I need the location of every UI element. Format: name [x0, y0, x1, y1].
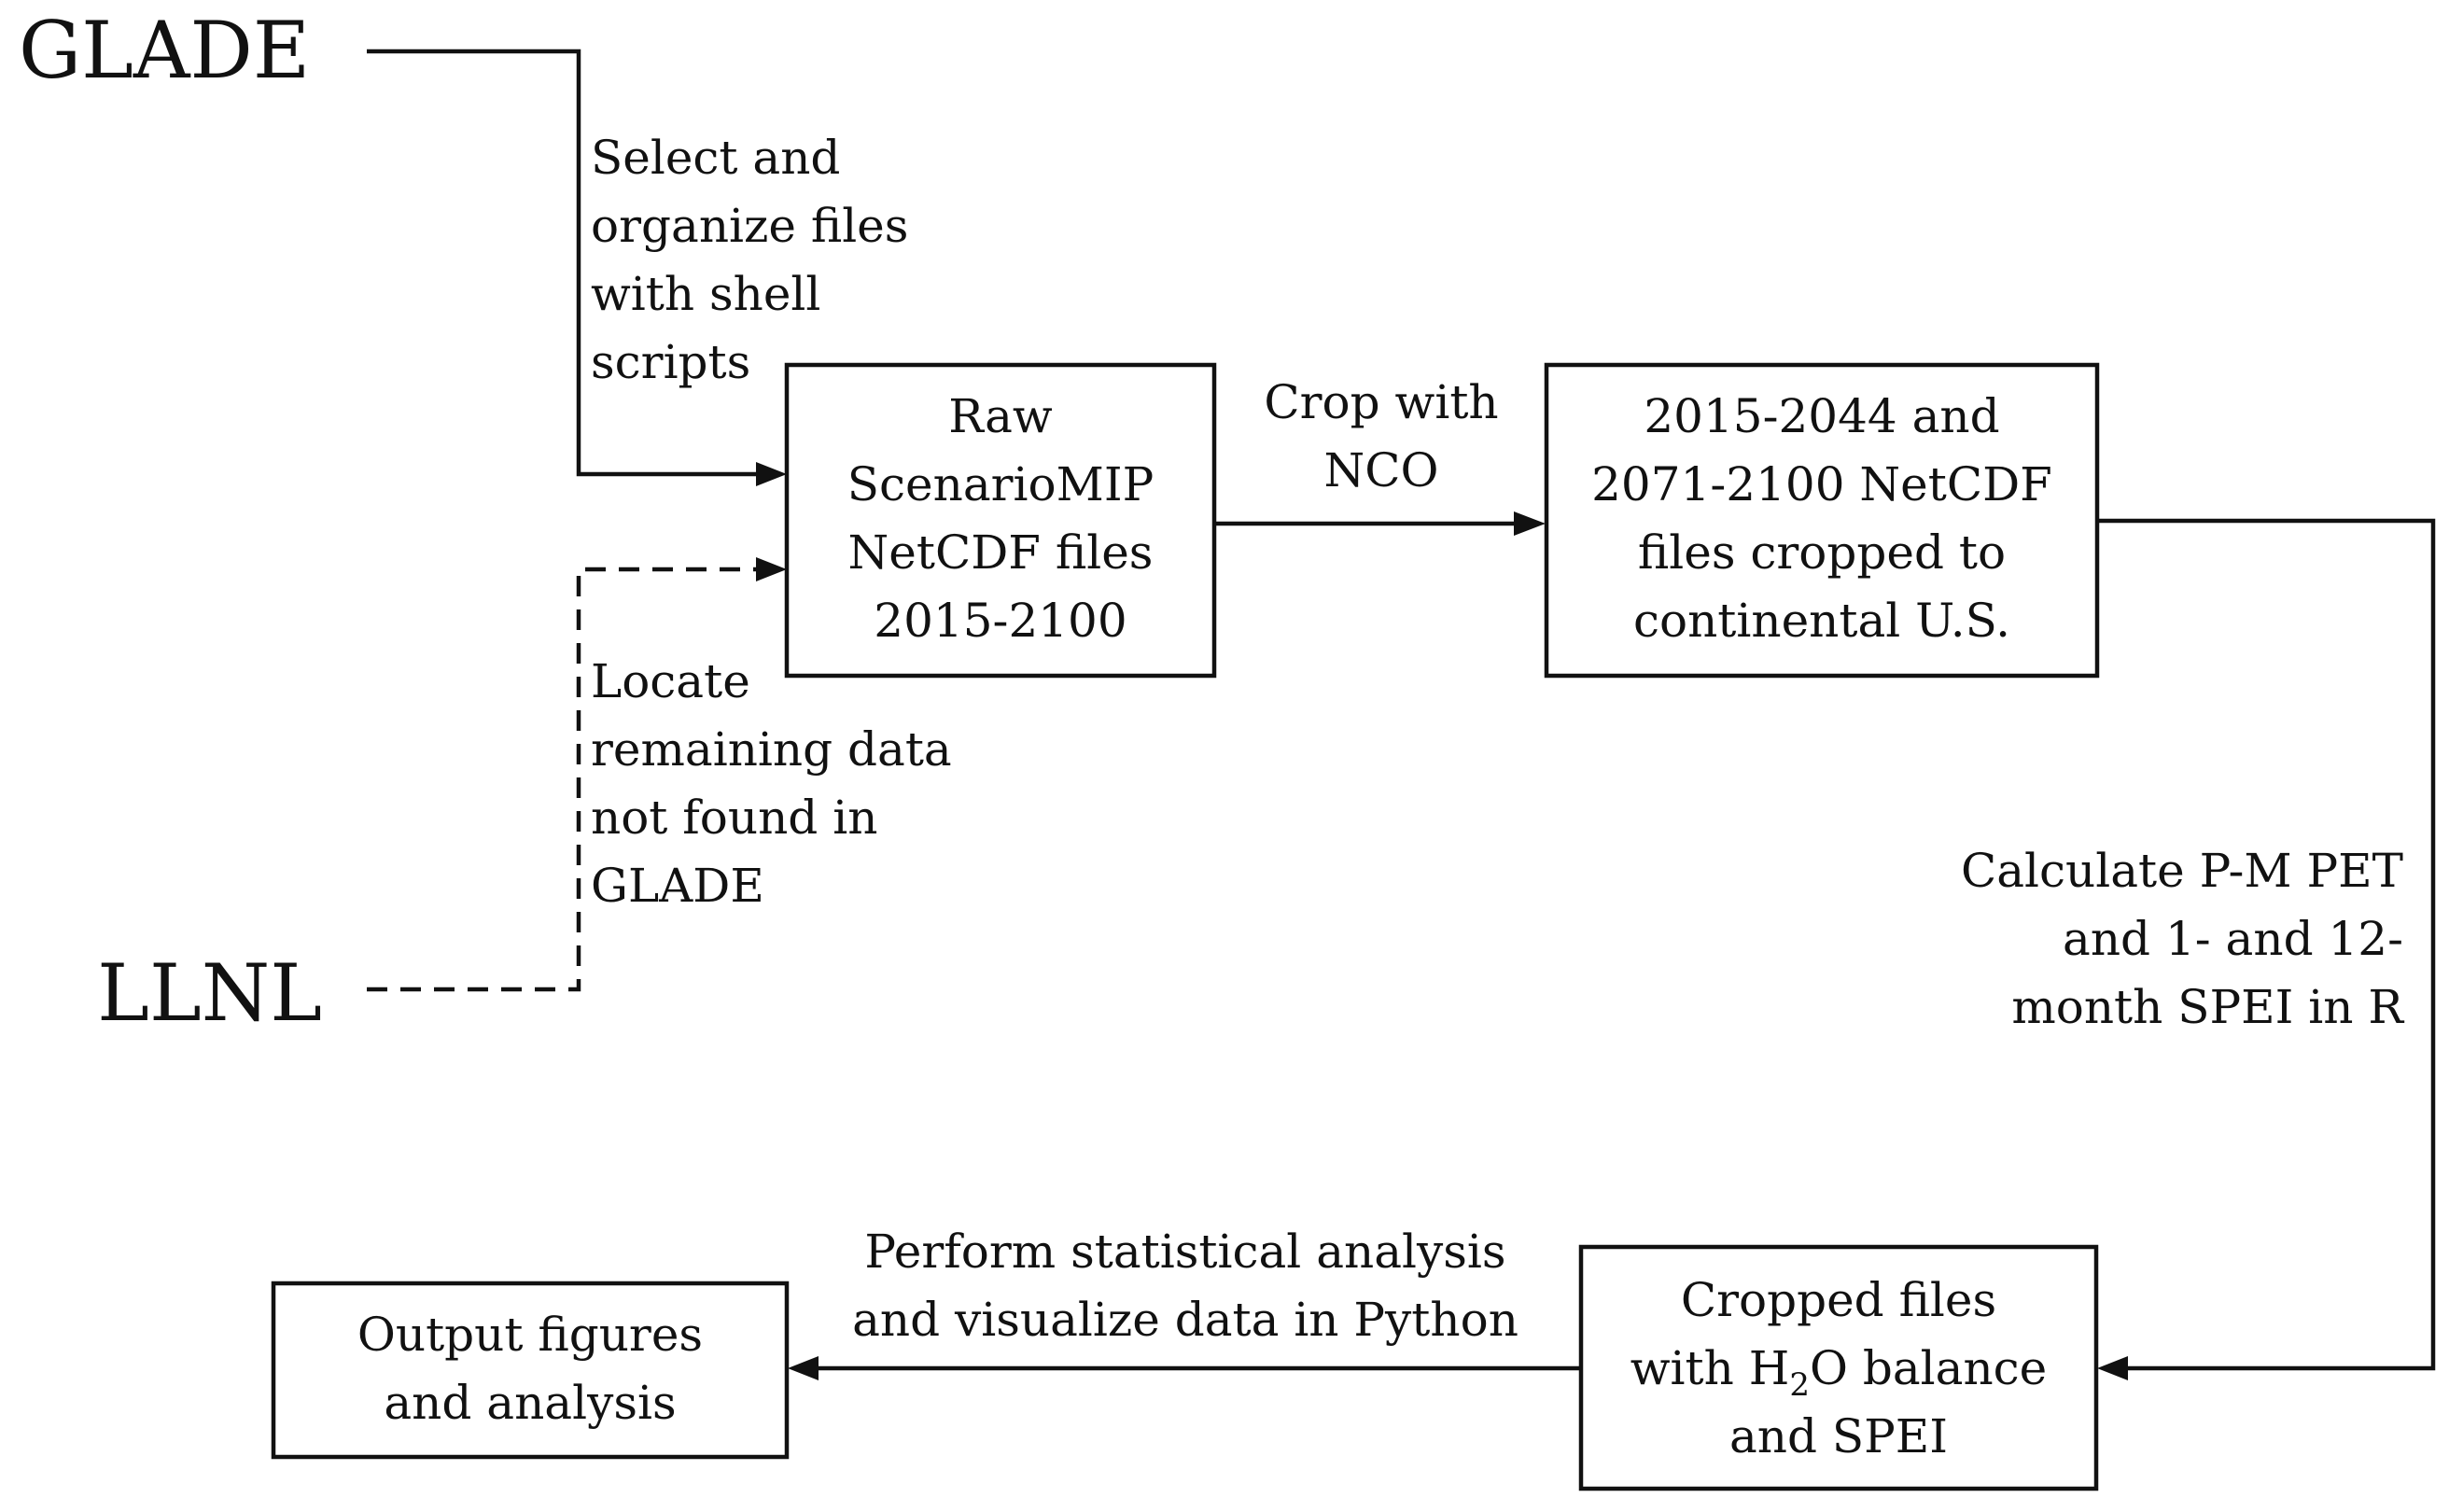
label-crop-line: NCO [1324, 443, 1439, 497]
box-raw-line: 2015-2100 [874, 594, 1127, 648]
edge-cropped-to-balance [2098, 518, 2436, 1371]
box-raw-line: NetCDF files [848, 525, 1154, 580]
arrowhead-balance-output [788, 1356, 819, 1380]
box-cropped-line: 2071-2100 NetCDF [1591, 457, 2052, 511]
label-select-organize: Select and organize files with shell scr… [591, 131, 908, 389]
box-cropped-line: 2015-2044 and [1644, 389, 1999, 443]
label-calculate-line: Calculate P-M PET [1961, 844, 2403, 898]
box-output-text: Output figures and analysis [357, 1308, 703, 1430]
label-perform-line: Perform statistical analysis [864, 1225, 1505, 1279]
arrowhead-glade-raw [756, 462, 787, 486]
arrowhead-llnl-raw [756, 557, 787, 581]
h2o-subscript: 2 [1789, 1366, 1810, 1404]
label-locate-line: remaining data [591, 722, 952, 777]
edge-glade-to-raw [367, 49, 756, 477]
label-select-line: organize files [591, 199, 908, 253]
box-balance-text: Cropped files with H2O balance and SPEI [1630, 1273, 2048, 1463]
label-calculate-line: and 1- and 12- [2063, 912, 2403, 966]
box-raw-line: ScenarioMIP [847, 457, 1154, 511]
box-balance-line: Cropped files [1681, 1273, 1996, 1327]
box-cropped-text: 2015-2044 and 2071-2100 NetCDF files cro… [1591, 389, 2052, 648]
label-select-line: Select and [591, 131, 840, 185]
h2o-post: O balance [1810, 1341, 2047, 1395]
source-llnl: LLNL [97, 947, 322, 1039]
box-raw-line: Raw [948, 389, 1053, 443]
h2o-pre: with H [1630, 1341, 1790, 1395]
box-output [271, 1281, 790, 1460]
label-perform-analysis: Perform statistical analysis and visuali… [852, 1225, 1518, 1347]
box-cropped-files [1544, 362, 2100, 679]
label-crop-line: Crop with [1264, 375, 1498, 429]
source-glade: GLADE [19, 5, 310, 96]
label-select-line: scripts [591, 335, 750, 389]
label-calculate-line: month SPEI in R [2011, 980, 2404, 1034]
label-perform-line: and visualize data in Python [852, 1293, 1518, 1347]
label-locate-remaining: Locate remaining data not found in GLADE [591, 654, 952, 913]
box-output-line: Output figures [357, 1308, 703, 1362]
label-locate-line: Locate [591, 654, 750, 708]
box-cropped-line: files cropped to [1638, 525, 2006, 580]
arrowhead-raw-cropped [1514, 511, 1546, 536]
box-raw-scenariomip [784, 362, 1217, 679]
box-h2o-balance [1578, 1244, 2099, 1491]
box-raw-text: Raw ScenarioMIP NetCDF files 2015-2100 [847, 389, 1154, 648]
box-balance-line: and SPEI [1729, 1409, 1948, 1463]
edge-llnl-to-raw [367, 567, 756, 992]
box-balance-line: with H2O balance [1630, 1341, 2048, 1404]
label-crop-nco: Crop with NCO [1264, 375, 1498, 497]
label-calculate-pet: Calculate P-M PET and 1- and 12- month S… [1961, 844, 2404, 1034]
label-select-line: with shell [591, 267, 820, 321]
label-locate-line: not found in [591, 791, 877, 845]
label-locate-line: GLADE [591, 859, 764, 913]
box-output-line: and analysis [384, 1376, 676, 1430]
box-cropped-line: continental U.S. [1633, 594, 2010, 648]
arrowhead-cropped-balance [2097, 1356, 2128, 1380]
